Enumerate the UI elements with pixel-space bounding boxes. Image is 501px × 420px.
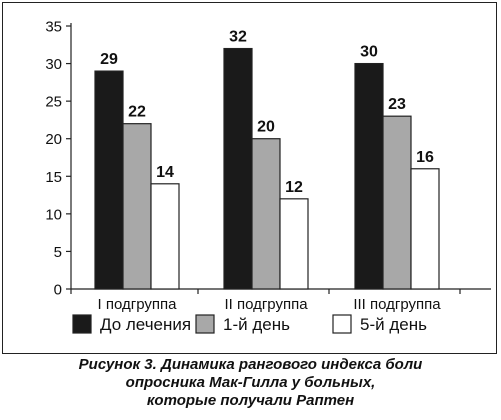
bar: [94, 70, 124, 290]
caption-line-2: опросника Мак-Гилла у больных,: [125, 374, 376, 391]
caption-line-3: которые получали Раптен: [146, 392, 355, 409]
figure-caption: Рисунок 3. Динамика рангового индекса бо…: [0, 356, 501, 410]
y-tick-label: 35: [45, 19, 62, 36]
bar: [279, 198, 309, 290]
bar-value-label: 14: [156, 164, 174, 181]
y-tick-label: 10: [45, 206, 62, 223]
bar-chart: 0 5 10 15 20 25 30 35 29 22 14 I подгруппа 32 20 12 II …: [45, 19, 491, 334]
legend-label: 1-й день: [223, 315, 290, 334]
legend-swatch: [72, 314, 92, 334]
legend-swatch: [332, 314, 352, 334]
bar: [122, 123, 152, 290]
bar-value-label: 29: [100, 51, 118, 68]
x-category-label: II подгруппа: [224, 296, 308, 313]
y-tick-label: 0: [54, 282, 62, 299]
x-category-label: I подгруппа: [98, 296, 178, 313]
y-tick-label: 20: [45, 131, 62, 148]
y-tick-label: 25: [45, 94, 62, 111]
bar-value-label: 22: [128, 104, 146, 121]
bar: [223, 47, 253, 290]
bar-value-label: 32: [229, 29, 247, 46]
chart-frame: [2, 2, 497, 354]
legend-label: 5-й день: [360, 315, 427, 334]
bar: [354, 62, 384, 290]
bar: [410, 168, 440, 290]
bar: [382, 115, 412, 290]
y-tick-label: 30: [45, 56, 62, 73]
bar-value-label: 16: [416, 149, 434, 166]
bar-value-label: 30: [360, 44, 378, 61]
y-tick-label: 15: [45, 169, 62, 186]
bar-value-label: 12: [285, 179, 303, 196]
legend-label: До лечения: [100, 315, 191, 334]
bar-value-label: 23: [388, 96, 406, 113]
legend-swatch: [195, 314, 215, 334]
bar: [150, 183, 180, 290]
y-tick-label: 5: [54, 244, 62, 261]
bar: [251, 138, 281, 290]
x-category-label: III подгруппа: [353, 296, 441, 313]
caption-line-1: Рисунок 3. Динамика рангового индекса бо…: [78, 356, 423, 373]
bar-value-label: 20: [257, 119, 275, 136]
